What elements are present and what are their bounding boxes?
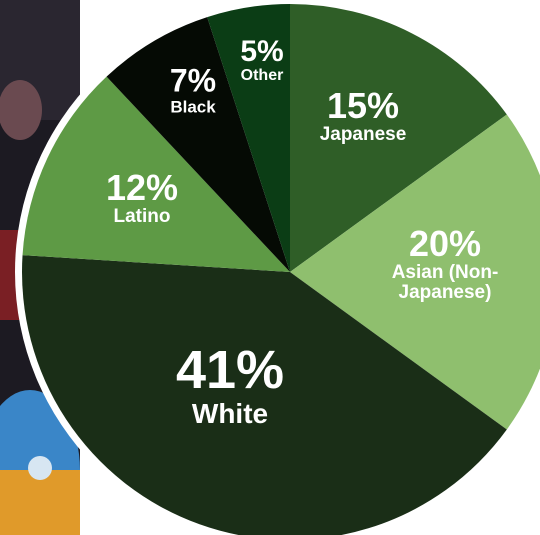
slice-label: 12% Latino — [82, 169, 202, 227]
value-label: 20% — [408, 223, 482, 265]
slice-label: 5% Other — [227, 36, 297, 84]
category-label: Asian (Non-Japanese) — [391, 261, 499, 303]
pie-slice — [290, 4, 507, 272]
category-label: Other — [240, 66, 284, 84]
slice-label: 41% White — [130, 342, 330, 428]
pie-slice — [22, 76, 290, 272]
value-label: 7% — [169, 62, 217, 99]
pie-slice — [22, 255, 507, 535]
category-label: Black — [170, 96, 216, 116]
slice-label: 7% Black — [153, 62, 233, 116]
category-label: White — [191, 397, 269, 429]
category-label: Japanese — [319, 123, 407, 145]
category-label: Latino — [113, 205, 171, 227]
value-label: 41% — [175, 339, 285, 400]
value-label: 15% — [326, 85, 400, 127]
value-label: 12% — [105, 167, 179, 209]
slice-label: 20% Asian (Non-Japanese) — [360, 225, 530, 303]
value-label: 5% — [240, 34, 284, 68]
pie-slice — [106, 17, 290, 273]
pie-slice — [290, 114, 540, 430]
slice-label: 15% Japanese — [293, 87, 433, 145]
pie-slice — [207, 4, 290, 272]
